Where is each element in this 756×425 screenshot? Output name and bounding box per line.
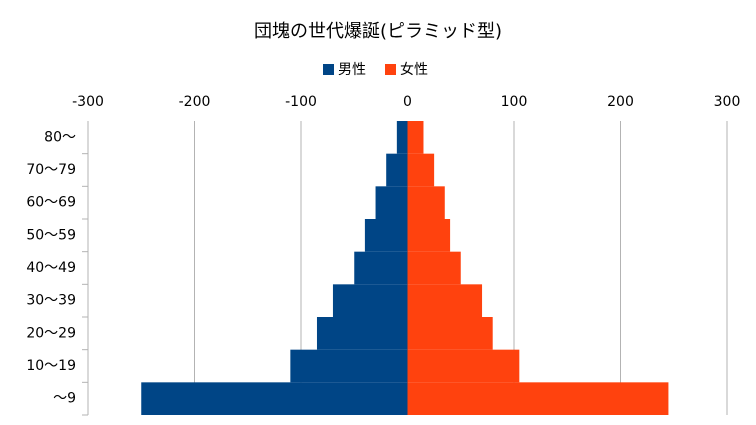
bar [407, 349, 520, 383]
bar [364, 219, 408, 252]
chart-title: 団塊の世代爆誕(ピラミッド型) [254, 21, 502, 42]
bar [407, 382, 669, 415]
y-tick-label: 30～39 [26, 293, 76, 309]
legend-swatch [385, 64, 396, 75]
y-tick-label: 40～49 [26, 260, 76, 276]
y-tick-label: 20～29 [26, 325, 76, 341]
bar [141, 382, 408, 415]
bar [354, 251, 408, 285]
bar [407, 284, 483, 317]
legend-label: 女性 [400, 61, 428, 78]
y-tick-label: ～9 [53, 391, 76, 407]
bar [290, 349, 408, 383]
x-tick-label: -300 [72, 94, 104, 110]
legend-label: 男性 [338, 62, 366, 78]
y-tick-label: 80～ [44, 129, 76, 145]
bar [375, 186, 408, 219]
legend-swatch [323, 64, 334, 75]
x-tick-label: 300 [714, 94, 741, 110]
x-tick-label: 0 [403, 94, 412, 110]
bar [407, 121, 424, 154]
y-tick-label: 10～19 [26, 358, 76, 374]
bar [396, 121, 408, 154]
bar [407, 186, 445, 219]
bar [332, 284, 408, 317]
y-tick-label: 70～79 [26, 162, 76, 178]
y-tick-label: 50～59 [26, 227, 76, 243]
x-tick-label: 200 [607, 94, 634, 110]
x-tick-label: 100 [501, 94, 528, 110]
x-tick-label: -100 [285, 94, 317, 110]
bar [407, 317, 493, 350]
bar [407, 153, 435, 187]
bar [386, 153, 408, 187]
bar [316, 317, 408, 350]
y-tick-label: 60～69 [26, 195, 76, 211]
bar [407, 251, 461, 285]
x-tick-label: -200 [179, 94, 211, 110]
bar [407, 219, 451, 252]
